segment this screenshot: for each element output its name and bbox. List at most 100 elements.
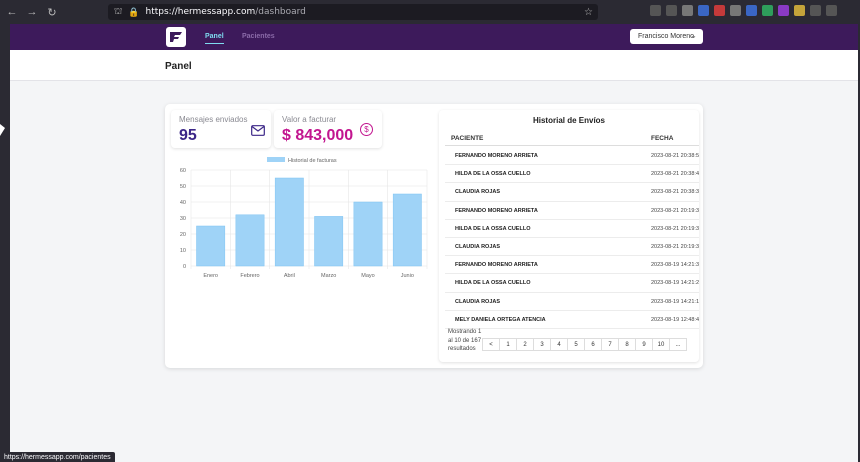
messages-sent-label: Mensajes enviados (179, 115, 248, 124)
chevron-down-icon: ⌄ (690, 31, 697, 40)
legend-swatch (267, 157, 285, 162)
page-button[interactable]: 3 (533, 338, 551, 351)
patient-name: MELY DANIELA ORTEGA ATENCIA (455, 316, 546, 323)
bar (235, 214, 265, 267)
patient-name: HILDA DE LA OSSA CUELLO (455, 171, 531, 178)
page-button[interactable]: 2 (516, 338, 534, 351)
y-tick-label: 20 (180, 232, 186, 238)
pagination: <1 2 3 4 5 6 7 8 9 10... (482, 338, 687, 351)
column-date[interactable]: FECHA (651, 135, 674, 142)
invoice-value-amount: $ 843,000 (282, 127, 354, 144)
bookmark-star-icon[interactable]: ☆ (584, 6, 593, 18)
page-button[interactable]: 6 (584, 338, 602, 351)
shield-icon[interactable]: ⛫ (114, 6, 123, 16)
dashboard-card: Mensajes enviados 95 Valor a facturar $ … (165, 104, 703, 368)
page-button[interactable]: 1 (499, 338, 517, 351)
app-header: Panel Pacientes Francisco Moreno ⌄ (10, 24, 858, 50)
invoice-value-card: Valor a facturar $ 843,000 $ (274, 110, 382, 148)
bar (392, 193, 422, 267)
messages-sent-card: Mensajes enviados 95 (171, 110, 271, 148)
bar (353, 201, 383, 267)
table-row: MELY DANIELA ORTEGA ATENCIA 2023-08-19 12… (445, 311, 699, 329)
table-row: FERNANDO MORENO ARRIETA 2023-08-19 14:21:… (445, 256, 699, 275)
user-dropdown[interactable]: Francisco Moreno ⌄ (630, 29, 703, 44)
table-row: HILDA DE LA OSSA CUELLO 2023-08-21 20:38:… (445, 165, 699, 184)
user-name: Francisco Moreno (638, 33, 695, 40)
y-tick-label: 40 (180, 200, 186, 206)
tab-panel[interactable]: Panel (205, 33, 224, 44)
y-tick-label: 30 (180, 216, 186, 222)
hermes-logo[interactable] (166, 27, 186, 47)
page-title: Panel (165, 61, 192, 72)
web-page: Panel Pacientes Francisco Moreno ⌄ Panel… (10, 24, 858, 462)
extension-icon[interactable] (682, 5, 693, 16)
send-history-panel: Historial de Envíos PACIENTE FECHA FERNA… (439, 110, 699, 362)
history-title: Historial de Envíos (532, 116, 606, 125)
legend-label: Historial de facturas (288, 158, 337, 164)
page-button[interactable]: 5 (567, 338, 585, 351)
table-row: FERNANDO MORENO ARRIETA 2023-08-21 20:38:… (445, 147, 699, 166)
extension-icon[interactable] (730, 5, 741, 16)
send-date: 2023-08-21 20:38:4 (651, 171, 699, 178)
hermes-logo-icon (170, 32, 182, 42)
column-patient[interactable]: PACIENTE (451, 135, 484, 142)
url-text: https://hermessapp.com/dashboard (146, 7, 306, 17)
table-row: HILDA DE LA OSSA CUELLO 2023-08-21 20:19:… (445, 220, 699, 238)
envelope-icon (251, 125, 265, 139)
send-date: 2023-08-19 12:48:4 (651, 316, 699, 323)
send-date: 2023-08-21 20:38:5 (651, 153, 699, 159)
patient-name: FERNANDO MORENO ARRIETA (455, 207, 538, 214)
patient-name: CLAUDIA ROJAS (455, 298, 501, 305)
y-tick-label: 60 (180, 168, 186, 174)
x-tick-label: Enero (203, 273, 218, 279)
table-row: FERNANDO MORENO ARRIETA 2023-08-21 20:19:… (445, 202, 699, 220)
address-bar[interactable]: ⛫ 🔒 https://hermessapp.com/dashboard ☆ (108, 4, 598, 20)
bar (314, 216, 344, 267)
send-date: 2023-08-19 14:21:3 (651, 262, 699, 269)
page-button[interactable]: 10 (652, 338, 670, 351)
send-date: 2023-08-19 14:21:1 (651, 298, 699, 305)
forward-icon[interactable]: → (26, 6, 38, 18)
extension-icon[interactable] (778, 5, 789, 16)
x-tick-label: Marzo (321, 273, 336, 279)
lock-icon[interactable]: 🔒 (128, 6, 140, 17)
download-icon[interactable] (666, 5, 677, 16)
prev-page-button[interactable]: < (482, 338, 500, 351)
bar (196, 225, 226, 267)
status-bar-url: https://hermessapp.com/pacientes (0, 452, 115, 462)
extension-icon[interactable] (698, 5, 709, 16)
page-button[interactable]: 9 (635, 338, 653, 351)
url-path: /dashboard (255, 7, 306, 17)
extension-icon[interactable] (746, 5, 757, 16)
pocket-icon[interactable] (650, 5, 661, 16)
invoice-history-chart: Historial de facturas 0 10 20 30 40 50 60 Enero F… (180, 157, 428, 279)
table-row: CLAUDIA ROJAS 2023-08-21 20:19:3 (445, 238, 699, 257)
y-tick-label: 50 (180, 184, 186, 190)
table-row: CLAUDIA ROJAS 2023-08-21 20:38:3 (445, 183, 699, 202)
tab-pacientes[interactable]: Pacientes (242, 33, 275, 40)
x-tick-label: Mayo (361, 273, 374, 279)
url-host: https://hermessapp.com (145, 7, 256, 17)
extension-icon[interactable] (794, 5, 805, 16)
x-tick-label: Junio (401, 273, 414, 279)
y-tick-label: 10 (180, 248, 186, 254)
table-row: CLAUDIA ROJAS 2023-08-19 14:21:1 (445, 293, 699, 311)
x-tick-label: Abril (284, 273, 295, 279)
patient-name: HILDA DE LA OSSA CUELLO (455, 280, 531, 287)
menu-icon[interactable] (826, 5, 837, 16)
extension-icon[interactable] (762, 5, 773, 16)
back-icon[interactable]: ← (6, 6, 18, 18)
dollar-circle-icon: $ (360, 123, 373, 136)
patient-name: CLAUDIA ROJAS (455, 243, 501, 250)
extension-icon[interactable] (714, 5, 725, 16)
page-button[interactable]: 8 (618, 338, 636, 351)
reload-icon[interactable]: ↻ (47, 6, 57, 19)
extensions-puzzle-icon[interactable] (810, 5, 821, 16)
table-row: HILDA DE LA OSSA CUELLO 2023-08-19 14:21:… (445, 274, 699, 293)
send-date: 2023-08-19 14:21:2 (651, 280, 699, 287)
page-button[interactable]: 7 (601, 338, 619, 351)
send-date: 2023-08-21 20:19:3 (651, 243, 699, 250)
messages-sent-value: 95 (179, 127, 197, 144)
more-pages-button[interactable]: ... (669, 338, 687, 351)
page-button[interactable]: 4 (550, 338, 568, 351)
